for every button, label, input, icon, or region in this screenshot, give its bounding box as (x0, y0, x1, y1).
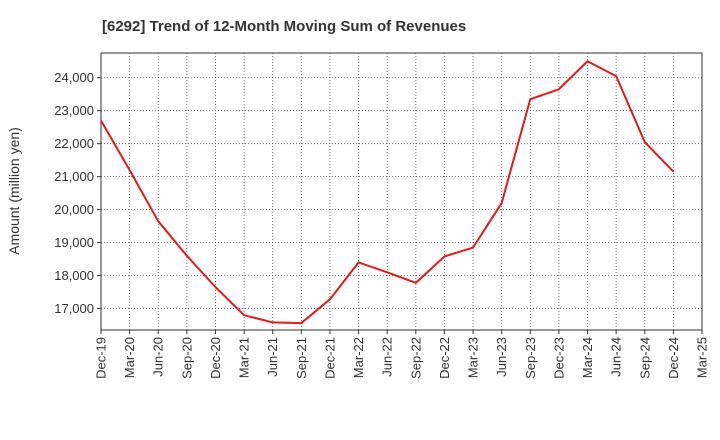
x-tick-label: Dec-23 (551, 337, 566, 379)
y-tick-label: 24,000 (54, 70, 94, 85)
x-tick-label: Sep-23 (523, 337, 538, 379)
x-tick-label: Jun-21 (265, 337, 280, 377)
x-tick-label: Mar-20 (122, 337, 137, 378)
x-tick-label: Dec-20 (208, 337, 223, 379)
x-tick-label: Jun-22 (380, 337, 395, 377)
x-tick-label: Mar-25 (695, 337, 710, 378)
x-tick-label: Jun-24 (609, 337, 624, 377)
y-axis-label: Amount (million yen) (6, 127, 22, 255)
plot-area (100, 52, 703, 331)
y-axis-ticks: 17,000 18,000 19,000 20,000 21,000 22,000 23,0… (54, 70, 101, 316)
x-tick-label: Sep-21 (294, 337, 309, 379)
revenue-series-line (100, 60, 675, 325)
y-tick-label: 22,000 (54, 136, 94, 151)
x-tick-label: Mar-21 (237, 337, 252, 378)
x-tick-label: Jun-20 (151, 337, 166, 377)
x-axis-ticks: Dec-19 Mar-20 Jun-20 Sep-20 Dec-20 Mar-21 Jun-… (94, 330, 710, 379)
y-tick-label: 18,000 (54, 268, 94, 283)
chart-title: [6292] Trend of 12-Month Moving Sum of R… (102, 18, 466, 35)
x-tick-label: Dec-24 (666, 337, 681, 379)
x-tick-label: Sep-20 (179, 337, 194, 379)
grid-lines (101, 53, 702, 330)
y-tick-label: 19,000 (54, 235, 94, 250)
x-tick-label: Mar-23 (466, 337, 481, 378)
y-tick-label: 17,000 (54, 301, 94, 316)
x-tick-label: Sep-24 (637, 337, 652, 379)
x-tick-label: Dec-19 (94, 337, 109, 379)
x-tick-label: Jun-23 (494, 337, 509, 377)
y-tick-label: 21,000 (54, 169, 94, 184)
x-tick-label: Mar-24 (580, 337, 595, 378)
x-tick-label: Mar-22 (351, 337, 366, 378)
x-tick-label: Sep-22 (408, 337, 423, 379)
x-tick-label: Dec-21 (322, 337, 337, 379)
x-tick-label: Dec-22 (437, 337, 452, 379)
y-tick-label: 23,000 (54, 103, 94, 118)
y-tick-label: 20,000 (54, 202, 94, 217)
